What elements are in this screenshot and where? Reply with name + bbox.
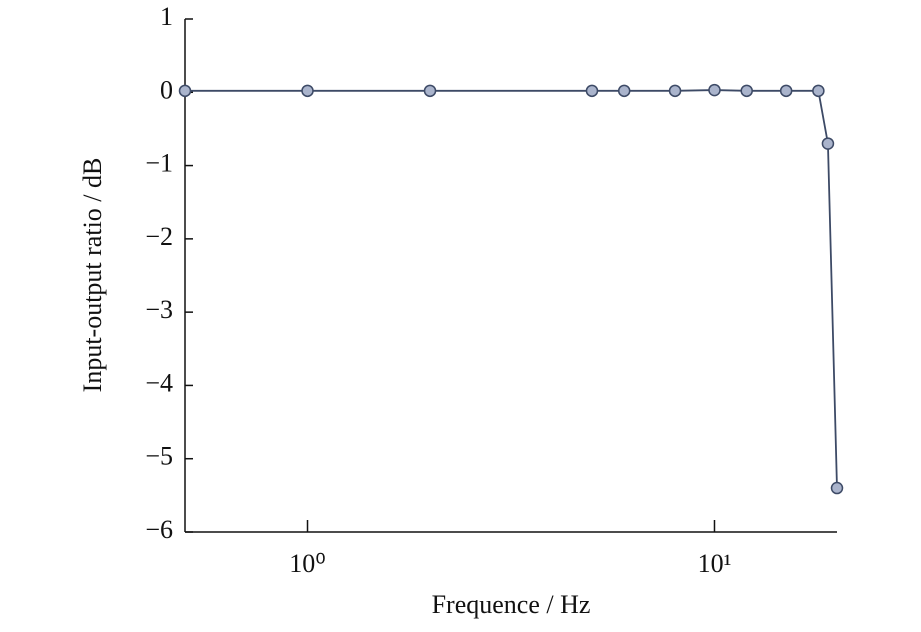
point	[668, 84, 682, 98]
y-tick-label: −3	[145, 295, 173, 324]
point	[812, 84, 825, 98]
point	[821, 137, 835, 150]
y-tick-label: −4	[145, 368, 173, 397]
x-tick-label: 10¹	[698, 549, 732, 578]
x-axis-label: Frequence / Hz	[432, 590, 591, 619]
point	[617, 84, 631, 98]
series-line	[185, 89, 838, 489]
point	[301, 84, 314, 98]
x-tick-label: 10⁰	[289, 549, 325, 578]
y-tick-label: −5	[145, 442, 173, 471]
y-tick-label: 0	[160, 75, 173, 104]
y-tick-label: 1	[160, 2, 173, 31]
point	[423, 84, 437, 98]
y-tick-label: −2	[145, 222, 173, 251]
point	[178, 84, 192, 98]
point	[779, 84, 793, 98]
point	[830, 481, 844, 495]
point	[708, 83, 721, 97]
y-tick-label: −6	[145, 515, 173, 544]
point	[585, 84, 599, 98]
y-tick-label: −1	[145, 149, 173, 178]
y-axis-label: Input-output ratio / dB	[78, 158, 107, 393]
point	[740, 84, 753, 98]
